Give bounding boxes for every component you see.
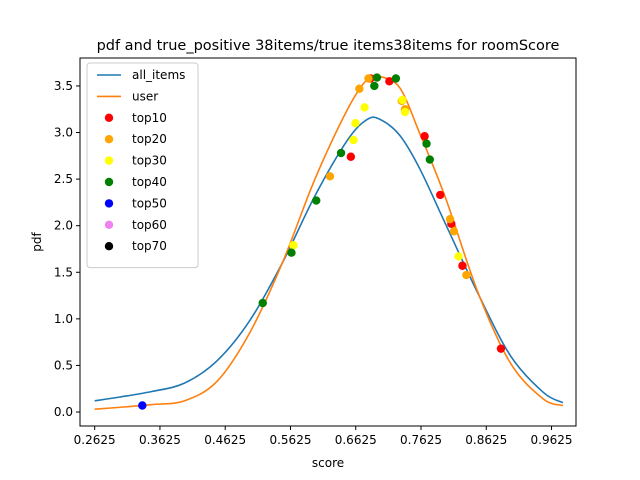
legend-label-top10: top10 [132, 111, 167, 125]
legend-box [86, 62, 199, 269]
y-tick-label: 0.0 [54, 405, 73, 419]
scatter-point-top20 [445, 214, 455, 224]
y-tick-label: 3.0 [54, 126, 73, 140]
y-tick-label: 3.5 [54, 79, 73, 93]
legend-swatch-top10 [104, 113, 114, 123]
scatter-point-top40 [336, 148, 346, 158]
legend-label-top30: top30 [132, 154, 167, 168]
x-axis-label: score [312, 456, 344, 470]
scatter-point-top20 [364, 74, 373, 83]
scatter-point-top30 [351, 119, 360, 128]
legend-label-top70: top70 [132, 239, 167, 253]
scatter-point-top40 [391, 74, 401, 83]
legend-label-top20: top20 [132, 132, 167, 146]
scatter-point-top20 [462, 270, 471, 280]
legend-swatch-top20 [104, 135, 114, 144]
y-tick-label: 2.5 [54, 172, 73, 186]
scatter-point-top50 [138, 401, 147, 410]
y-tick-label: 0.5 [54, 358, 73, 372]
axes: 0.2625 0.3625 0.4625 0.5625 0.6625 0.7625 0.86… [54, 79, 573, 447]
scatter-point-top20 [449, 227, 459, 236]
legend-swatch-top50 [104, 199, 114, 208]
plot-area [94, 73, 564, 411]
x-tick-label: 0.7625 [400, 433, 442, 447]
x-tick-label: 0.6625 [335, 433, 377, 447]
scatter-point-top30 [360, 103, 369, 112]
scatter-point-top40 [422, 139, 431, 148]
scatter-point-top10 [436, 190, 445, 200]
legend-swatch-top40 [104, 177, 114, 187]
y-axis-label: pdf [30, 232, 44, 252]
y-tick-label: 1.5 [54, 265, 73, 279]
scatter-point-top10 [496, 344, 506, 353]
scatter-point-top10 [420, 132, 429, 141]
scatter-point-top20 [355, 84, 364, 93]
scatter-point-top30 [289, 241, 298, 250]
y-tick-label: 2.0 [54, 219, 73, 233]
plot-frame [79, 57, 577, 427]
x-tick-label: 0.5625 [269, 433, 311, 447]
scatter-point-top40 [312, 196, 321, 205]
legend-label-top50: top50 [132, 196, 167, 210]
scatter-point-top30 [454, 252, 463, 261]
legend-label-top40: top40 [132, 175, 167, 189]
x-tick-label: 0.4625 [204, 433, 246, 447]
x-tick-label: 0.3625 [139, 433, 181, 447]
scatter-point-top40 [370, 81, 379, 91]
legend-label-top60: top60 [132, 218, 167, 232]
x-tick-label: 0.9625 [531, 433, 573, 447]
scatter-point-top20 [325, 172, 335, 181]
legend-label-all_items: all_items [132, 68, 185, 82]
scatter-point-top30 [398, 95, 407, 105]
legend-label-user: user [132, 89, 158, 103]
scatter-point-top10 [385, 77, 394, 86]
scatter-point-top40 [258, 298, 267, 308]
chart-title: pdf and true_positive 38items/true items… [97, 38, 560, 54]
scatter-point-top40 [372, 73, 382, 82]
legend-swatch-top70 [104, 242, 114, 251]
x-tick-label: 0.8625 [465, 433, 507, 447]
scatter-point-top40 [425, 155, 435, 164]
scatter-point-top10 [458, 261, 467, 270]
scatter-point-top40 [287, 248, 296, 257]
scatter-point-top10 [346, 152, 356, 161]
legend-swatch-top30 [104, 156, 114, 165]
scatter-point-top30 [400, 107, 410, 117]
x-tick-label: 0.2625 [74, 433, 116, 447]
legend-swatch-top60 [104, 220, 114, 229]
y-tick-label: 1.0 [54, 312, 73, 326]
scatter-point-top30 [349, 135, 358, 145]
